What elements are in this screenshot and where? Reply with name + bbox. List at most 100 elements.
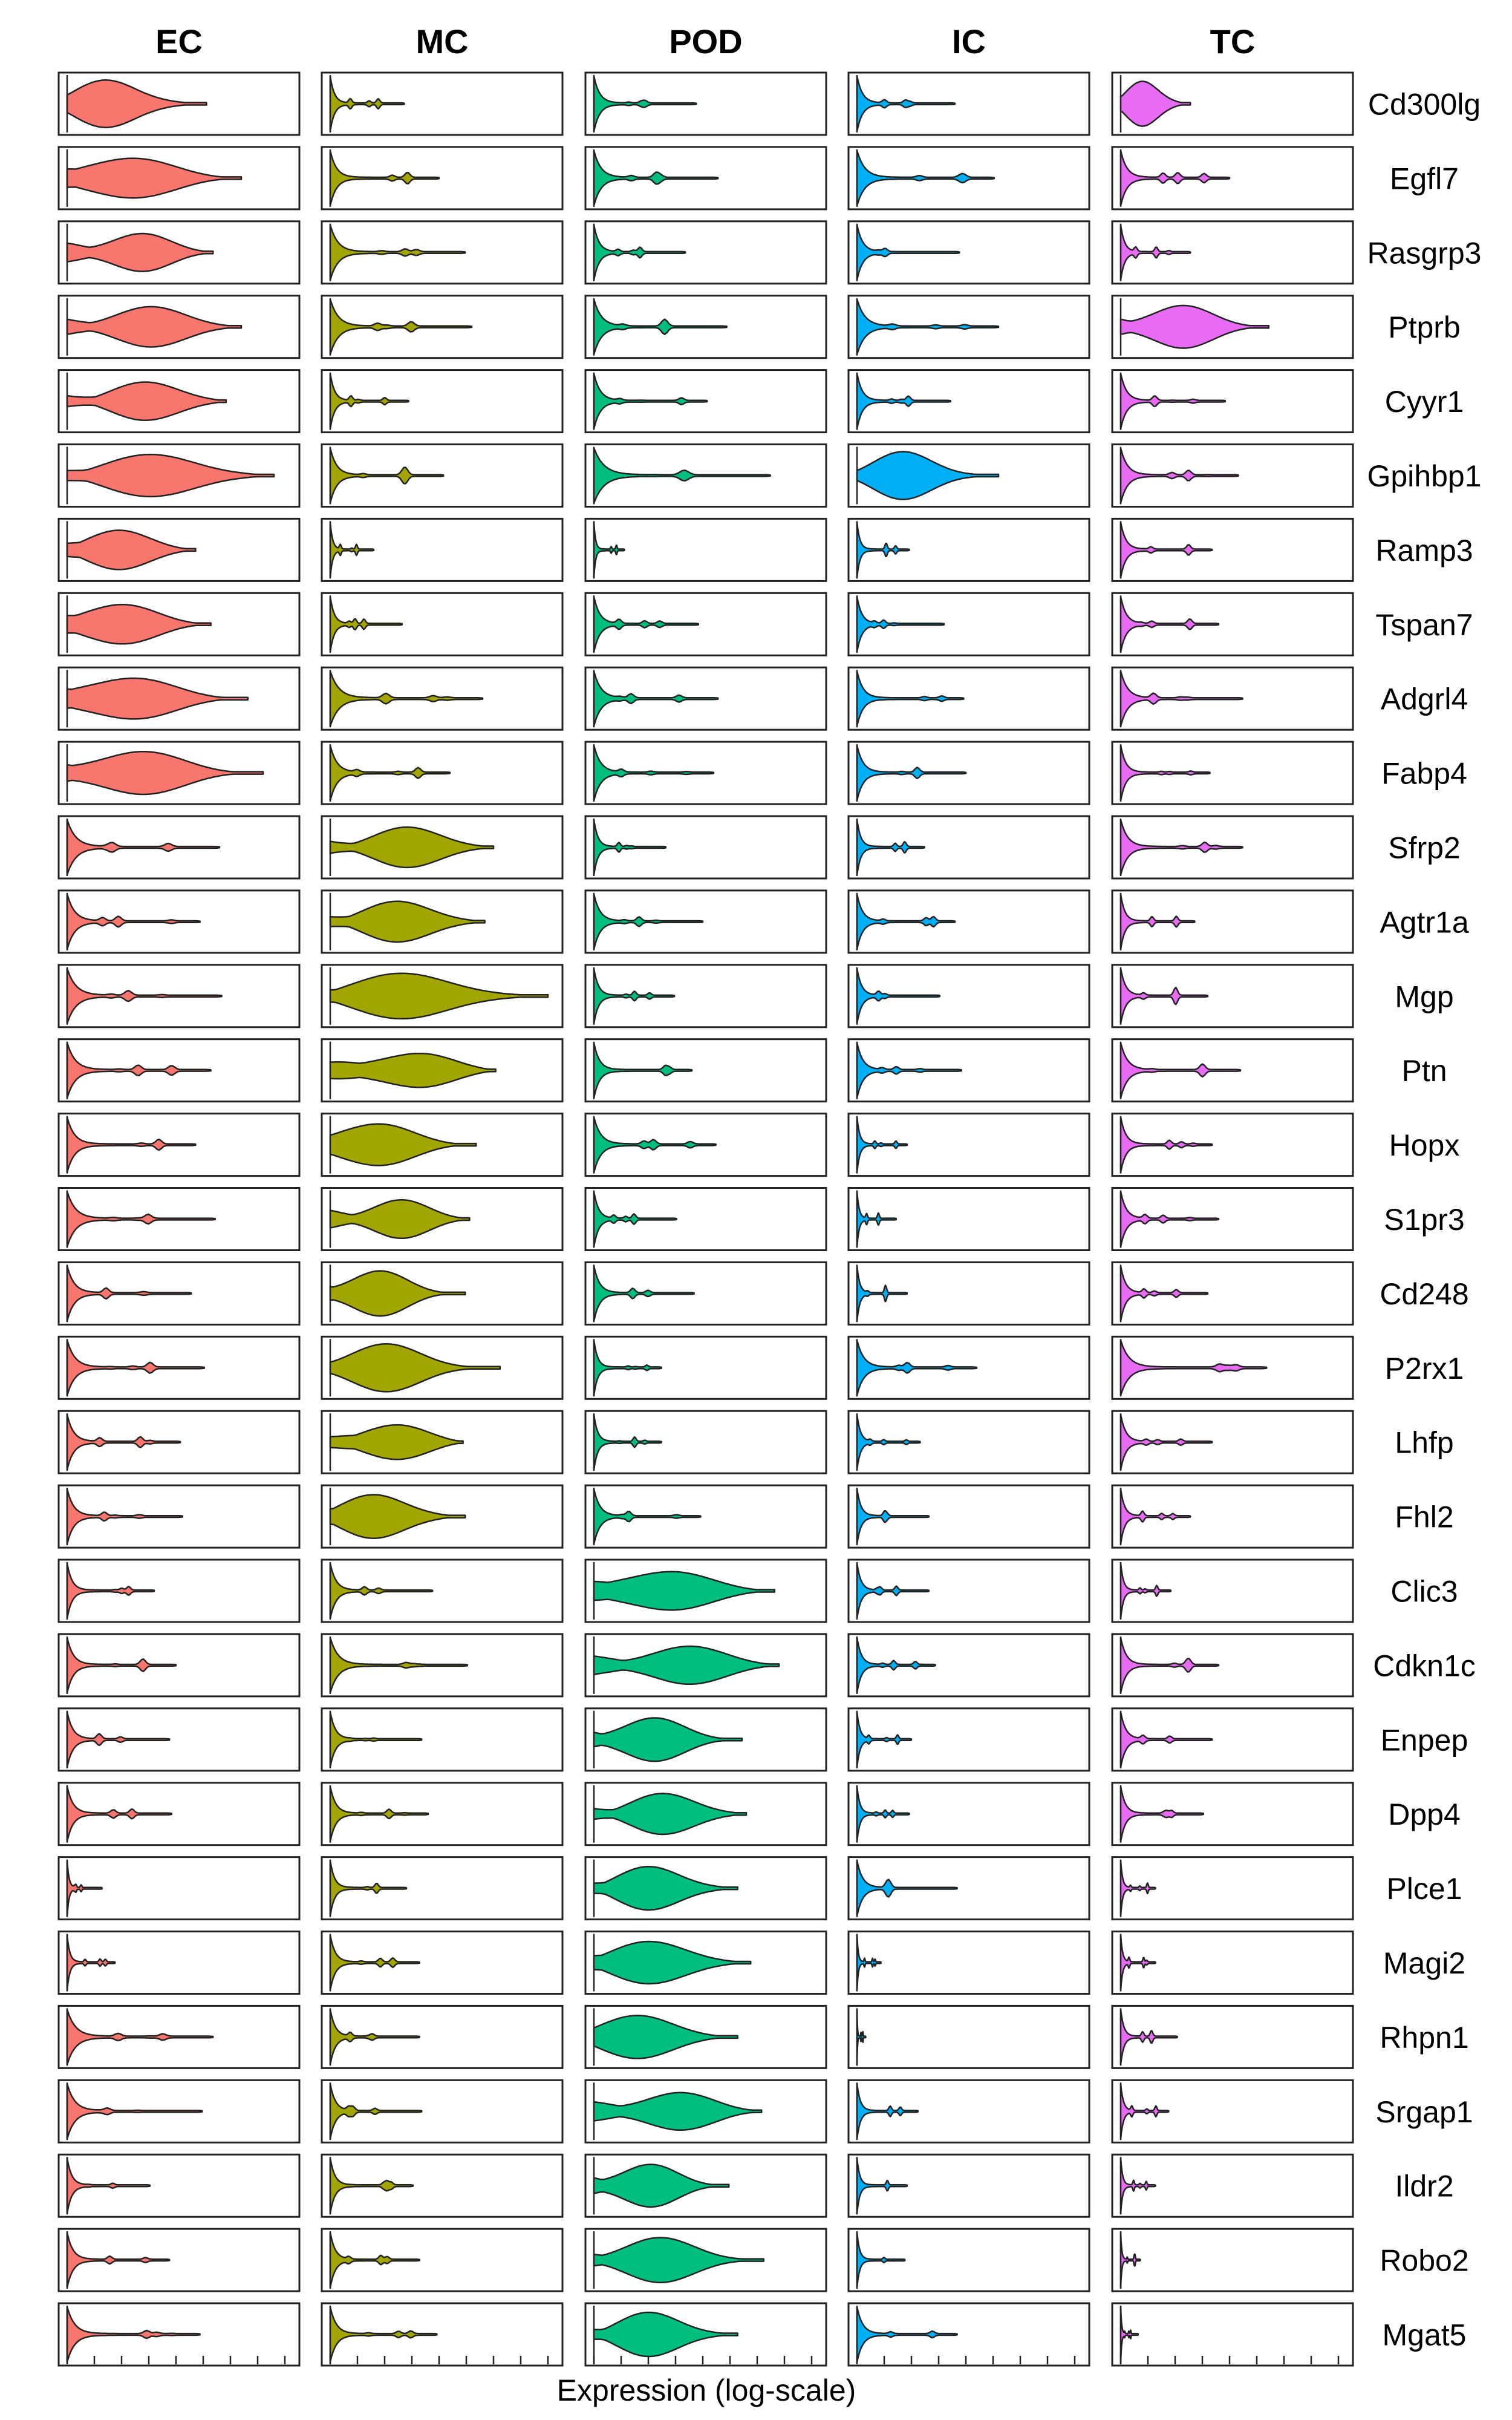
violin-hopx-tc xyxy=(1119,1116,1213,1173)
gene-label-s1pr3: S1pr3 xyxy=(1384,1203,1464,1237)
violin-mgat5-ec xyxy=(66,2306,201,2363)
gene-label-cdkn1c: Cdkn1c xyxy=(1373,1649,1476,1683)
violin-robo2-ic xyxy=(856,2231,906,2289)
violin-rhpn1-ic xyxy=(856,2009,867,2065)
violin-p2rx1-tc xyxy=(1119,1339,1268,1396)
violin-sfrp2-ec xyxy=(66,819,221,876)
violin-egfl7-ec xyxy=(66,157,243,199)
violin-adgrl4-pod xyxy=(593,670,719,727)
violin-rhpn1-tc xyxy=(1119,2009,1178,2065)
violin-srgap1-tc xyxy=(1119,2083,1170,2140)
panel-ramp3-mc xyxy=(321,517,564,582)
violin-cd248-ic xyxy=(856,1265,908,1322)
violin-agtr1a-ic xyxy=(856,893,956,950)
violin-agtr1a-tc xyxy=(1119,893,1196,950)
gene-label-cd248: Cd248 xyxy=(1380,1277,1468,1311)
violin-fhl2-ec xyxy=(66,1488,184,1545)
violin-plce1-pod xyxy=(593,1865,738,1911)
violin-cd300lg-pod xyxy=(593,75,697,132)
violin-clic3-mc xyxy=(329,1562,434,1620)
violin-ptprb-mc xyxy=(329,298,473,355)
violin-plce1-tc xyxy=(1119,1860,1156,1917)
panel-ramp3-pod xyxy=(584,517,827,582)
violin-sfrp2-pod xyxy=(593,819,667,876)
gene-label-ramp3: Ramp3 xyxy=(1375,534,1473,567)
gene-label-ptprb: Ptprb xyxy=(1388,310,1461,344)
violin-lhfp-ec xyxy=(66,1414,181,1471)
panel-mgat5-ic xyxy=(847,2302,1090,2367)
violin-fabp4-ic xyxy=(856,744,967,802)
violin-lhfp-mc xyxy=(329,1424,464,1460)
column-header-ic: IC xyxy=(952,22,986,60)
violin-mgat5-ic xyxy=(856,2306,958,2363)
violin-mgat5-tc xyxy=(1119,2306,1139,2363)
violin-fhl2-mc xyxy=(329,1494,466,1539)
violin-lhfp-ic xyxy=(856,1414,921,1471)
violin-mgat5-pod xyxy=(593,2311,738,2358)
violin-s1pr3-pod xyxy=(593,1191,678,1248)
violin-tspan7-tc xyxy=(1119,596,1220,653)
violin-magi2-tc xyxy=(1119,1934,1156,1991)
violin-mgp-pod xyxy=(593,967,676,1024)
panel-magi2-ic xyxy=(847,1931,1090,1995)
violin-ptprb-ic xyxy=(856,298,1000,355)
violin-s1pr3-ec xyxy=(66,1191,217,1248)
violin-tspan7-mc xyxy=(329,596,403,653)
violin-cd300lg-mc xyxy=(329,75,405,132)
violin-dpp4-mc xyxy=(329,1785,429,1842)
gene-label-enpep: Enpep xyxy=(1381,1723,1468,1757)
violin-ildr2-ec xyxy=(66,2157,151,2214)
violin-adgrl4-mc xyxy=(329,670,484,727)
violin-s1pr3-tc xyxy=(1119,1191,1220,1248)
violin-fabp4-mc xyxy=(329,744,451,802)
violin-srgap1-pod xyxy=(593,2091,763,2131)
violin-ildr2-pod xyxy=(593,2163,730,2208)
violin-magi2-mc xyxy=(329,1934,420,1991)
violin-magi2-pod xyxy=(593,1940,752,1985)
gene-label-fabp4: Fabp4 xyxy=(1381,757,1467,791)
gene-label-gpihbp1: Gpihbp1 xyxy=(1367,459,1481,493)
violin-fabp4-ec xyxy=(66,750,264,796)
violin-tspan7-ec xyxy=(66,604,212,645)
panel-mgat5-tc xyxy=(1111,2302,1354,2367)
violin-s1pr3-mc xyxy=(329,1199,471,1240)
violin-srgap1-ec xyxy=(66,2083,203,2140)
violin-robo2-tc xyxy=(1119,2231,1141,2289)
violin-ptn-ic xyxy=(856,1042,963,1099)
violin-cyyr1-ic xyxy=(856,373,952,430)
violin-egfl7-tc xyxy=(1119,149,1231,207)
violin-mgp-tc xyxy=(1119,967,1209,1024)
gene-label-lhfp: Lhfp xyxy=(1395,1426,1453,1460)
violin-tspan7-pod xyxy=(593,596,700,653)
violin-ramp3-ec xyxy=(66,529,197,571)
violin-fhl2-ic xyxy=(856,1488,930,1545)
violin-adgrl4-ec xyxy=(66,677,249,720)
violin-cdkn1c-ec xyxy=(66,1637,177,1694)
violin-clic3-ic xyxy=(856,1562,930,1620)
violin-cd300lg-ec xyxy=(66,79,207,128)
violin-sfrp2-ic xyxy=(856,819,925,876)
violin-ramp3-tc xyxy=(1119,522,1213,578)
violin-cyyr1-mc xyxy=(329,373,409,430)
gene-label-ptn: Ptn xyxy=(1401,1054,1447,1088)
violin-enpep-ic xyxy=(856,1711,913,1768)
panel-rhpn1-ic xyxy=(847,2004,1090,2069)
violin-mgp-ic xyxy=(856,967,941,1024)
violin-rasgrp3-mc xyxy=(329,224,466,281)
violin-fhl2-tc xyxy=(1119,1488,1191,1545)
gene-label-srgap1: Srgap1 xyxy=(1375,2095,1473,2129)
violin-plce1-mc xyxy=(329,1860,408,1917)
gene-label-rasgrp3: Rasgrp3 xyxy=(1367,236,1482,270)
violin-plce1-ec xyxy=(66,1860,103,1917)
violin-rhpn1-ec xyxy=(66,2009,214,2065)
violin-p2rx1-ic xyxy=(856,1339,978,1396)
violin-hopx-mc xyxy=(329,1123,477,1166)
violin-ptn-tc xyxy=(1119,1042,1242,1099)
violin-p2rx1-ec xyxy=(66,1339,206,1396)
violin-ptn-pod xyxy=(593,1042,693,1099)
panel-plce1-ec xyxy=(57,1856,301,1921)
violin-adgrl4-ic xyxy=(856,670,965,727)
violin-sfrp2-mc xyxy=(329,826,495,869)
violin-enpep-ec xyxy=(66,1711,171,1768)
gene-label-robo2: Robo2 xyxy=(1380,2244,1468,2278)
